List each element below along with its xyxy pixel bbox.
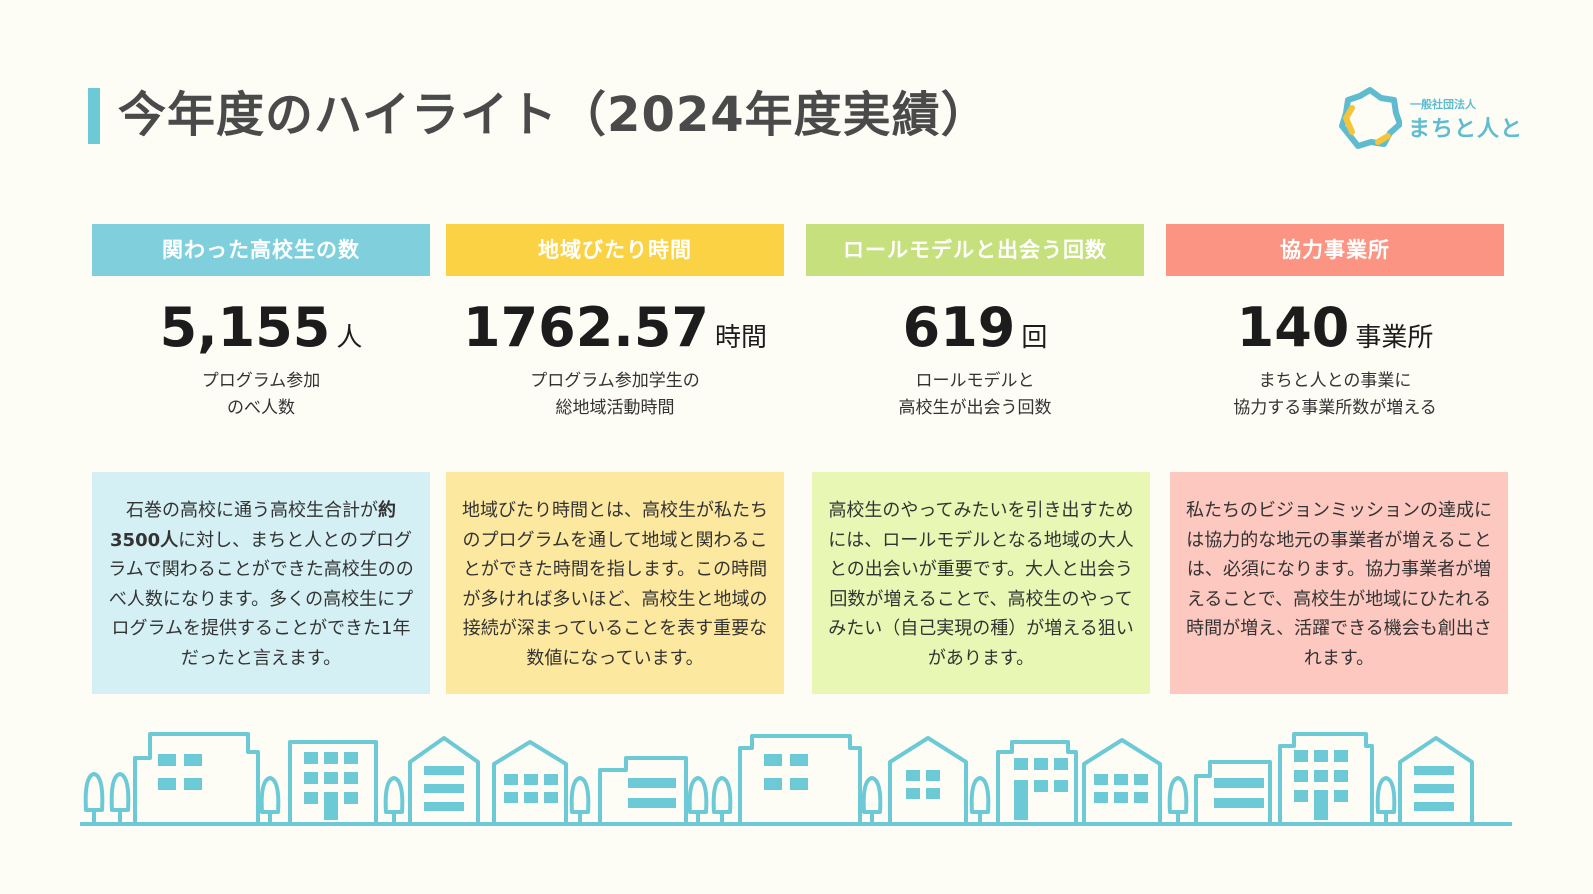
card-description: 地域びたり時間とは、高校生が私たちのプログラムを通して地域と関わることができた時… <box>446 472 784 694</box>
card-description: 高校生のやってみたいを引き出すためには、ロールモデルとなる地域の大人との出会いが… <box>812 472 1150 694</box>
description-highlight: 約3500人 <box>110 500 396 551</box>
stat-unit: 回 <box>1021 323 1048 353</box>
card-partners: 協力事業所 140 事業所 まちと人との事業に 協力する事業所数が増える <box>1166 224 1504 448</box>
stat-unit: 時間 <box>714 323 767 353</box>
card-local-time: 地域びたり時間 1762.57 時間 プログラム参加学生の 総地域活動時間 <box>446 224 784 448</box>
card-description: 石巻の高校に通う高校生合計が約3500人に対し、まちと人とのプログラムで関わるこ… <box>92 472 430 694</box>
stat-subtitle: プログラム参加学生の 総地域活動時間 <box>530 371 700 418</box>
stat-unit: 人 <box>336 323 363 353</box>
stat-value: 5,155 人 <box>92 288 430 368</box>
stat-number: 5,155 <box>159 296 331 359</box>
stat-unit: 事業所 <box>1355 323 1434 353</box>
stat-subtitle: まちと人との事業に 協力する事業所数が増える <box>1233 371 1437 418</box>
title-accent-bar <box>88 88 100 144</box>
card-header: 関わった高校生の数 <box>92 224 430 276</box>
card-students: 関わった高校生の数 5,155 人 プログラム参加 のべ人数 <box>92 224 430 448</box>
stat-number: 619 <box>902 296 1016 359</box>
logo-name: まちと人と <box>1408 117 1524 142</box>
stat-subtitle: プログラム参加 のべ人数 <box>201 371 321 418</box>
sun-logo-icon <box>1339 87 1402 149</box>
page-title: 今年度のハイライト（2024年度実績） <box>118 87 990 143</box>
description-text: 石巻の高校に通う高校生合計が <box>126 500 378 521</box>
card-header: 地域びたり時間 <box>446 224 784 276</box>
organization-logo: 一般社団法人 まちと人と <box>1338 84 1522 152</box>
card-description: 私たちのビジョンミッションの達成には協力的な地元の事業者が増えることは、必須にな… <box>1170 472 1508 694</box>
description-text: に対し、まちと人とのプログラムで関わることができた高校生ののべ人数になります。多… <box>108 529 414 669</box>
stat-value: 1762.57 時間 <box>446 288 784 368</box>
stat-value: 619 回 <box>806 288 1144 368</box>
card-header: 協力事業所 <box>1166 224 1504 276</box>
card-header: ロールモデルと出会う回数 <box>806 224 1144 276</box>
townscape-illustration <box>80 732 1512 826</box>
stat-value: 140 事業所 <box>1166 288 1504 368</box>
stat-subtitle: ロールモデルと 高校生が出会う回数 <box>898 371 1052 418</box>
stat-number: 140 <box>1236 296 1350 359</box>
stat-number: 1762.57 <box>463 296 709 359</box>
logo-subtitle: 一般社団法人 <box>1410 98 1476 111</box>
card-role-models: ロールモデルと出会う回数 619 回 ロールモデルと 高校生が出会う回数 <box>806 224 1144 448</box>
